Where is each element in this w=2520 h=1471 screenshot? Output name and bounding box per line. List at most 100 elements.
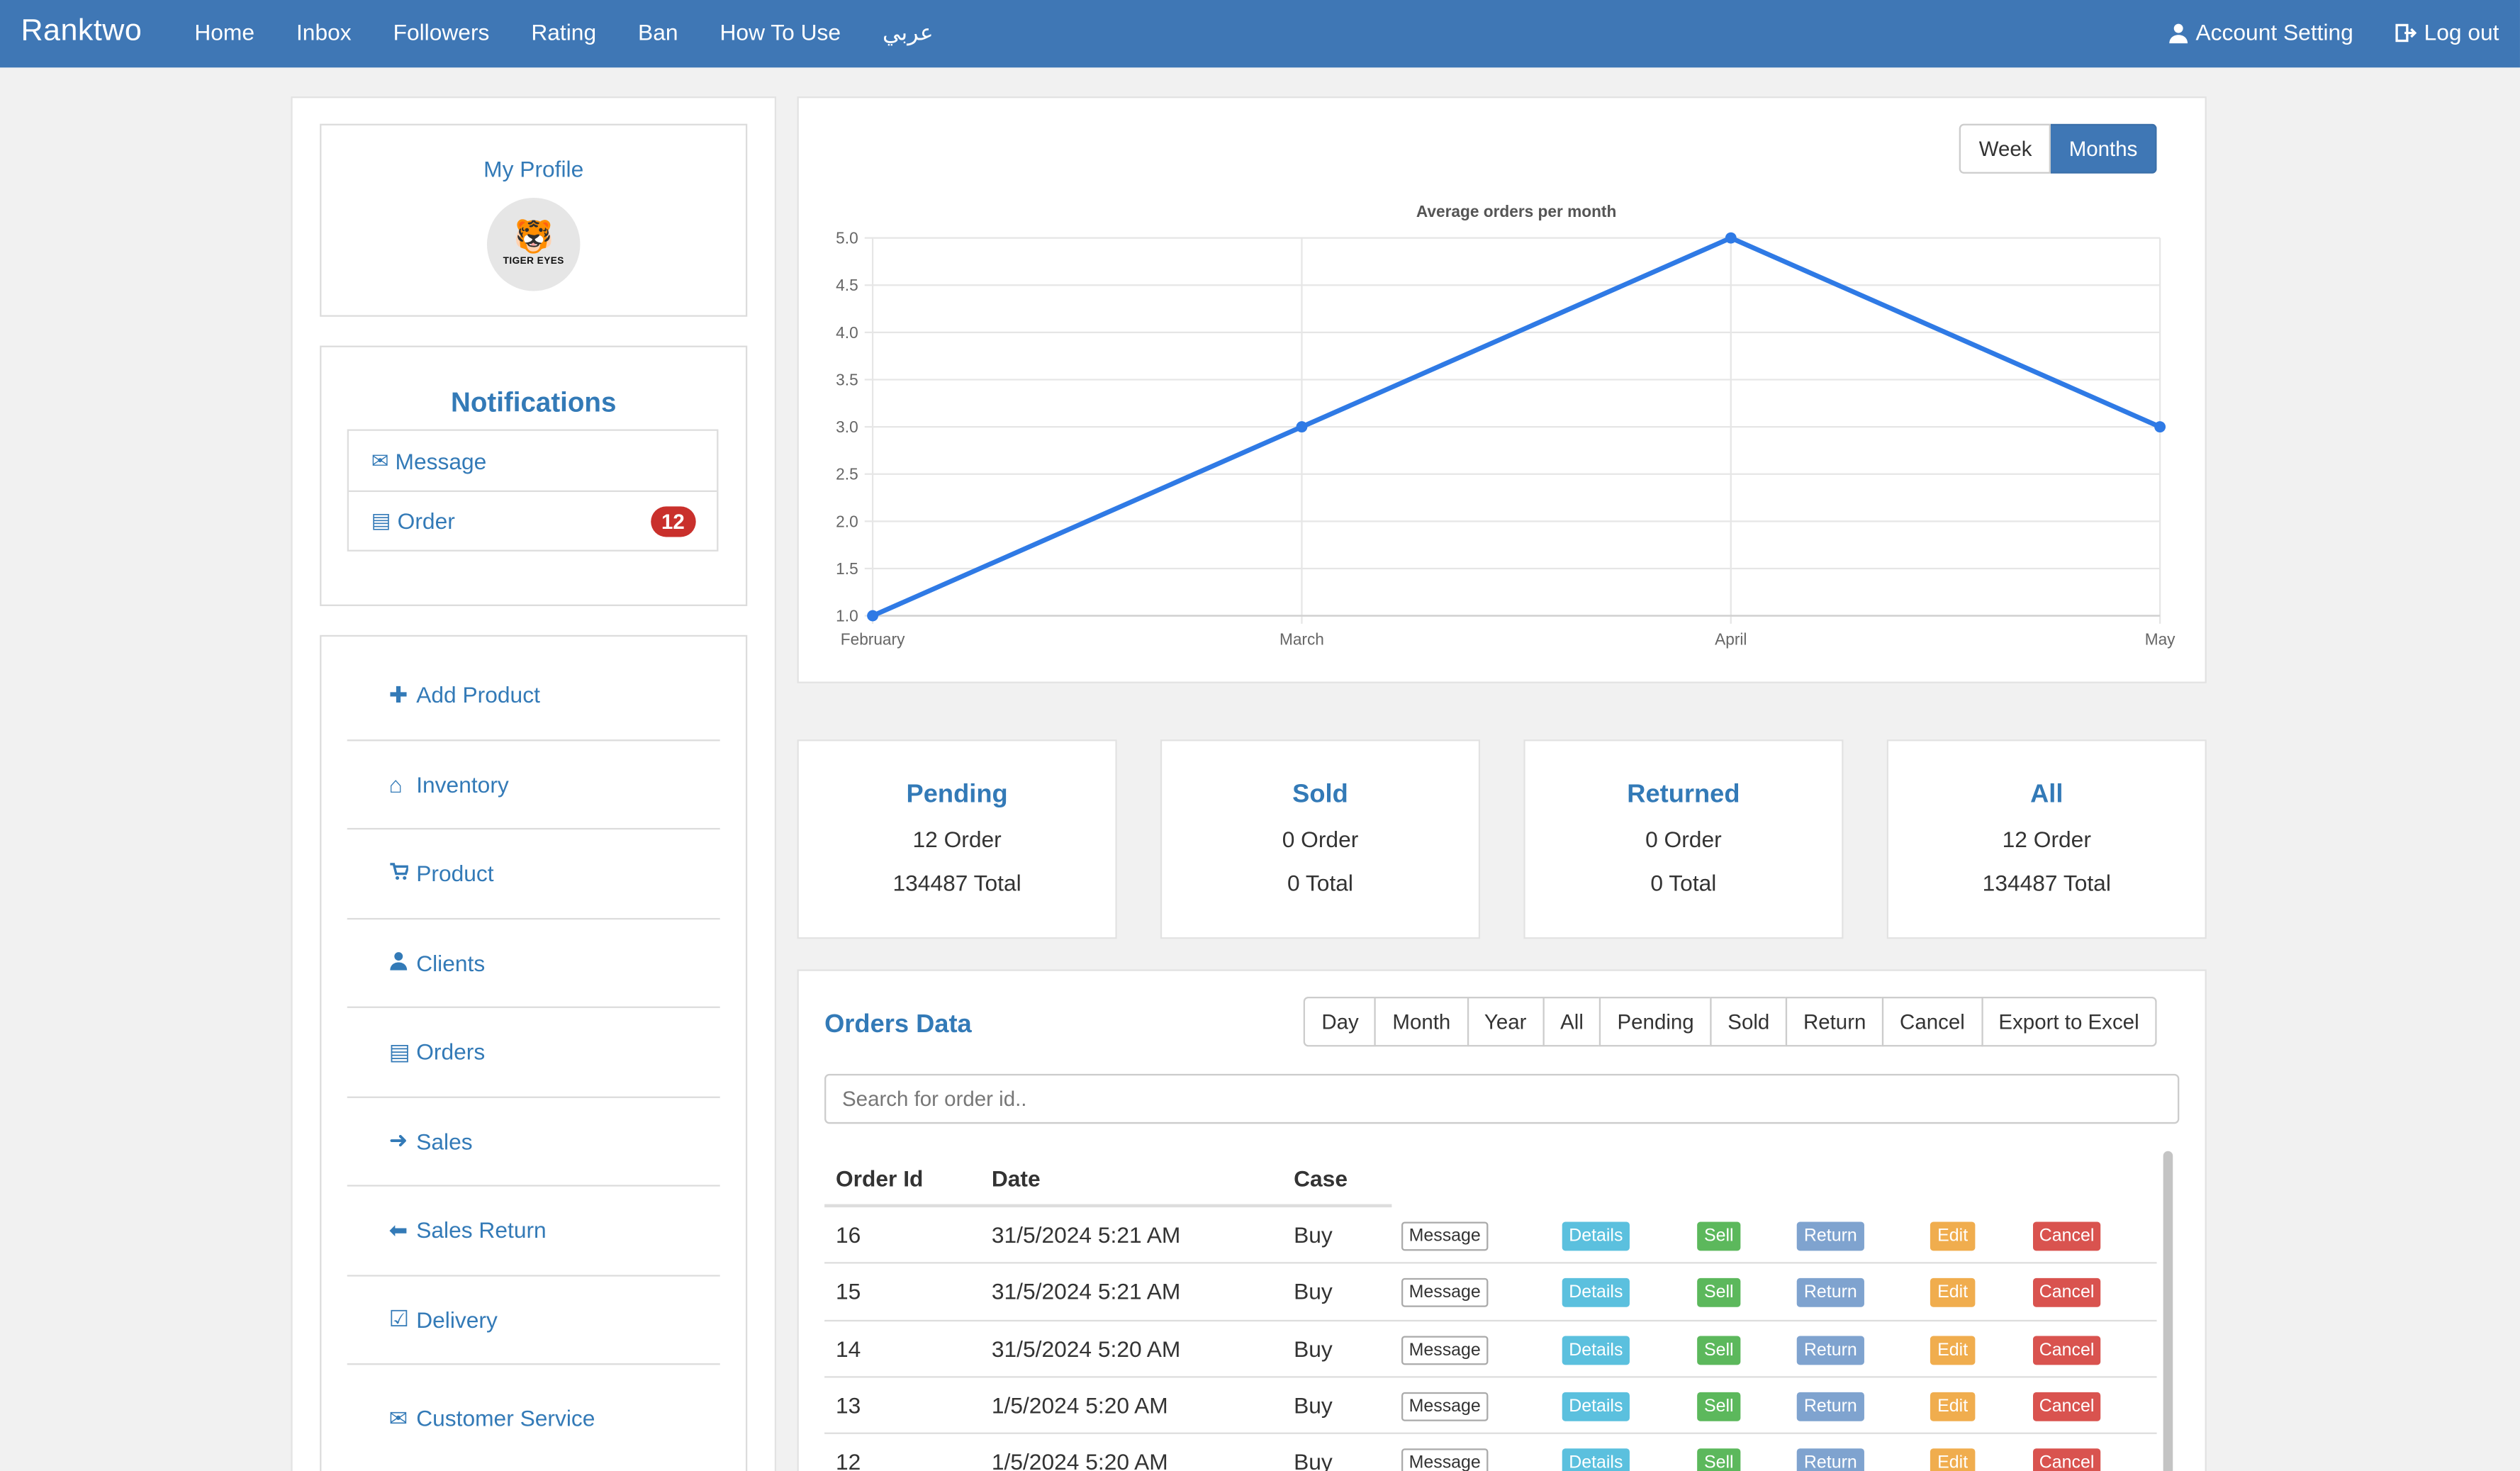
stat-card-pending[interactable]: Pending 12 Order 134487 Total — [797, 739, 1117, 939]
sell-button[interactable]: Sell — [1697, 1392, 1741, 1421]
menu-inventory[interactable]: ⌂ Inventory — [347, 740, 720, 830]
menu-delivery[interactable]: ☑ Delivery — [347, 1275, 720, 1365]
message-button[interactable]: Message — [1401, 1278, 1489, 1308]
arrow-left-icon: ⬅ — [388, 1216, 408, 1243]
profile-title[interactable]: My Profile — [483, 155, 584, 182]
avatar[interactable]: 🐯 TIGER EYES — [486, 197, 581, 291]
nav-ban[interactable]: Ban — [638, 19, 678, 45]
column-header-order-id[interactable]: Order Id — [835, 1165, 924, 1192]
filter-cancel-button[interactable]: Cancel — [1882, 997, 1983, 1047]
stat-card-all[interactable]: All 12 Order 134487 Total — [1886, 739, 2207, 939]
order-case-cell: Buy — [1294, 1392, 1333, 1418]
return-button[interactable]: Return — [1796, 1335, 1864, 1365]
nav-right: Account Setting Log out — [2127, 19, 2499, 45]
stat-title: Returned — [1627, 781, 1740, 809]
nav-links: Home Inbox Followers Rating Ban How To U… — [194, 19, 975, 47]
orders-title: Orders Data — [824, 1011, 972, 1039]
nav-home[interactable]: Home — [194, 19, 255, 45]
filter-day-button[interactable]: Day — [1304, 997, 1377, 1047]
message-button[interactable]: Message — [1401, 1448, 1489, 1471]
stat-card-sold[interactable]: Sold 0 Order 0 Total — [1160, 739, 1481, 939]
cancel-order-button[interactable]: Cancel — [2033, 1335, 2101, 1365]
sell-button[interactable]: Sell — [1697, 1278, 1741, 1308]
menu-orders[interactable]: ▤ Orders — [347, 1008, 720, 1097]
stat-orders: 0 Order — [1645, 826, 1722, 852]
menu-sales-return[interactable]: ⬅ Sales Return — [347, 1187, 720, 1276]
menu-clients[interactable]: Clients — [347, 919, 720, 1008]
filter-all-button[interactable]: All — [1542, 997, 1601, 1047]
edit-button[interactable]: Edit — [1930, 1448, 1976, 1471]
menu-label: Clients — [416, 949, 486, 975]
nav-inbox[interactable]: Inbox — [296, 19, 352, 45]
edit-button[interactable]: Edit — [1930, 1278, 1976, 1308]
edit-button[interactable]: Edit — [1930, 1392, 1976, 1421]
message-button[interactable]: Message — [1401, 1335, 1489, 1365]
nav-followers[interactable]: Followers — [393, 19, 490, 45]
week-button[interactable]: Week — [1959, 123, 2051, 174]
y-tick-label: 1.0 — [836, 607, 858, 625]
nav-rating[interactable]: Rating — [531, 19, 597, 45]
details-button[interactable]: Details — [1562, 1448, 1630, 1471]
notification-order[interactable]: ▤ Order 12 — [348, 490, 717, 550]
filter-sold-button[interactable]: Sold — [1710, 997, 1788, 1047]
period-toggle: Week Months — [1959, 123, 2157, 174]
details-button[interactable]: Details — [1562, 1221, 1630, 1251]
notification-message[interactable]: ✉ Message — [349, 431, 717, 491]
menu-label: Orders — [416, 1039, 486, 1065]
filter-return-button[interactable]: Return — [1786, 997, 1884, 1047]
return-button[interactable]: Return — [1796, 1392, 1864, 1421]
stat-card-returned[interactable]: Returned 0 Order 0 Total — [1523, 739, 1844, 939]
nav-arabic[interactable]: عربي — [882, 19, 934, 45]
list-icon: ▤ — [388, 1038, 410, 1064]
order-id-cell: 14 — [835, 1335, 861, 1361]
return-button[interactable]: Return — [1796, 1278, 1864, 1308]
return-button[interactable]: Return — [1796, 1221, 1864, 1251]
column-header-case[interactable]: Case — [1294, 1165, 1348, 1192]
cancel-order-button[interactable]: Cancel — [2033, 1221, 2101, 1251]
order-date-cell: 31/5/2024 5:20 AM — [991, 1335, 1181, 1361]
brand-logo[interactable]: Ranktwo — [21, 14, 142, 49]
top-navbar: Ranktwo Home Inbox Followers Rating Ban … — [0, 0, 2520, 68]
message-button[interactable]: Message — [1401, 1221, 1489, 1251]
notifications-list: ✉ Message ▤ Order 12 — [347, 429, 719, 552]
table-scrollbar[interactable] — [2163, 1151, 2173, 1471]
sell-button[interactable]: Sell — [1697, 1448, 1741, 1471]
table-body: 16 31/5/2024 5:21 AM Buy Message Details Sell… — [824, 1207, 2157, 1471]
menu-label: Add Product — [416, 682, 540, 708]
months-button[interactable]: Months — [2051, 123, 2157, 174]
edit-button[interactable]: Edit — [1930, 1221, 1976, 1251]
cancel-order-button[interactable]: Cancel — [2033, 1278, 2101, 1308]
sidebar-panel: My Profile 🐯 TIGER EYES Notifications ✉ … — [291, 96, 777, 1471]
details-button[interactable]: Details — [1562, 1392, 1630, 1421]
export-excel-button[interactable]: Export to Excel — [1981, 997, 2157, 1047]
logout-icon — [2396, 23, 2417, 42]
return-button[interactable]: Return — [1796, 1448, 1864, 1471]
sell-button[interactable]: Sell — [1697, 1221, 1741, 1251]
logout-link[interactable]: Log out — [2395, 19, 2499, 45]
order-date-cell: 1/5/2024 5:20 AM — [991, 1448, 1168, 1471]
column-header-date[interactable]: Date — [991, 1165, 1041, 1192]
details-button[interactable]: Details — [1562, 1335, 1630, 1365]
order-date-cell: 1/5/2024 5:20 AM — [991, 1392, 1168, 1418]
menu-customer-service[interactable]: ✉ Customer Service — [347, 1365, 720, 1471]
nav-how-to-use[interactable]: How To Use — [719, 19, 841, 45]
menu-product[interactable]: Product — [347, 829, 720, 919]
edit-button[interactable]: Edit — [1930, 1335, 1976, 1365]
filter-month-button[interactable]: Month — [1374, 997, 1469, 1047]
menu-add-product[interactable]: ✚ Add Product — [347, 651, 720, 741]
details-button[interactable]: Details — [1562, 1278, 1630, 1308]
tiger-icon: 🐯 — [513, 220, 554, 256]
menu-sales[interactable]: ➜ Sales — [347, 1097, 720, 1187]
cancel-order-button[interactable]: Cancel — [2033, 1448, 2101, 1471]
filter-pending-button[interactable]: Pending — [1599, 997, 1712, 1047]
table-row: 12 1/5/2024 5:20 AM Buy Message Details Sell R… — [824, 1434, 2157, 1471]
message-button[interactable]: Message — [1401, 1392, 1489, 1421]
account-setting-link[interactable]: Account Setting — [2168, 19, 2353, 45]
orders-filter-group: Day Month Year All Pending Sold Return C… — [1304, 997, 2157, 1047]
logout-label: Log out — [2424, 19, 2499, 45]
filter-year-button[interactable]: Year — [1466, 997, 1545, 1047]
cancel-order-button[interactable]: Cancel — [2033, 1392, 2101, 1421]
table-row: 15 31/5/2024 5:21 AM Buy Message Details Sell… — [824, 1264, 2157, 1321]
order-search-input[interactable] — [824, 1073, 2180, 1124]
sell-button[interactable]: Sell — [1697, 1335, 1741, 1365]
